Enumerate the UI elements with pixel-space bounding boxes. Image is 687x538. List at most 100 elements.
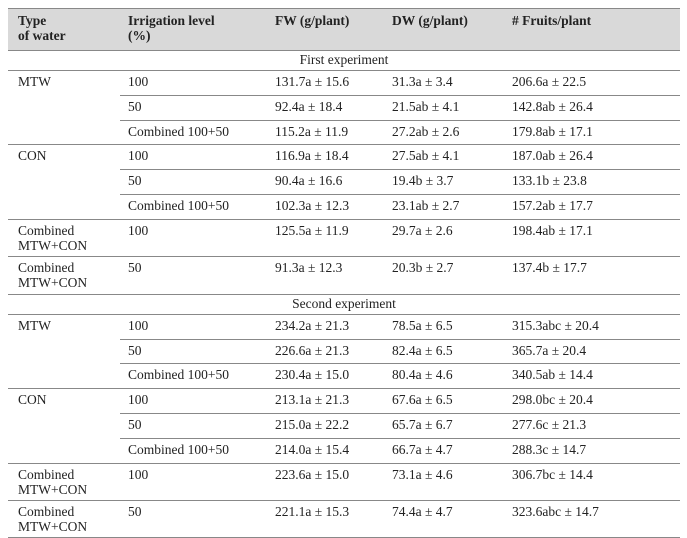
rule (8, 462, 680, 464)
rule (8, 8, 680, 9)
rule (120, 437, 680, 439)
table-cell: Combined 100+50 (128, 198, 229, 213)
table-cell: 198.4ab ± 17.1 (512, 222, 593, 238)
table-cell: 226.6a ± 21.3 (275, 342, 350, 358)
water-type: Combined (18, 260, 75, 276)
table-cell: 298.0bc ± 20.4 (512, 392, 593, 408)
table-cell: 50 (128, 417, 142, 432)
rule (8, 293, 680, 295)
table-cell: 74.4a ± 4.7 (392, 504, 453, 520)
table-cell: 315.3abc ± 20.4 (512, 317, 599, 333)
rule (120, 413, 680, 414)
water-type: MTW+CON (18, 237, 88, 253)
table-cell: 179.8ab ± 17.1 (512, 123, 593, 139)
table-cell: 116.9a ± 18.4 (275, 148, 349, 164)
water-type: MTW+CON (18, 275, 88, 291)
table-cell: 306.7bc ± 14.4 (512, 466, 593, 482)
table-cell: Combined 100+50 (128, 367, 229, 383)
table-cell: 65.7a ± 6.7 (392, 417, 453, 432)
table-cell: 142.8ab ± 26.4 (512, 98, 593, 114)
rule (120, 119, 680, 121)
table-cell: 100 (128, 317, 149, 333)
table-cell: 214.0a ± 15.4 (275, 441, 350, 457)
rule (8, 256, 680, 258)
table-cell: 23.1ab ± 2.7 (392, 198, 460, 213)
table-cell: 82.4a ± 6.5 (392, 342, 453, 358)
table-cell: 92.4a ± 18.4 (275, 98, 343, 114)
table-cell: 21.5ab ± 4.1 (392, 98, 460, 114)
table-cell: 277.6c ± 21.3 (512, 417, 587, 432)
water-type: MTW (18, 74, 51, 89)
table-cell: Combined 100+50 (128, 123, 229, 139)
rule (8, 388, 680, 390)
rule (8, 70, 680, 71)
table-cell: 100 (128, 392, 149, 408)
table-cell: 80.4a ± 4.6 (392, 367, 453, 383)
table-cell: 100 (128, 148, 149, 164)
column-header: FW (g/plant) (275, 13, 350, 28)
rule (8, 218, 680, 220)
table-cell: 100 (128, 222, 149, 238)
table-cell: Combined 100+50 (128, 441, 229, 457)
table-cell: 27.2ab ± 2.6 (392, 123, 460, 139)
water-type: MTW+CON (18, 481, 88, 497)
water-type: Combined (18, 222, 75, 238)
water-type: CON (18, 392, 47, 408)
table-cell: 215.0a ± 22.2 (275, 417, 350, 432)
table-cell: 50 (128, 504, 142, 520)
table-cell: 20.3b ± 2.7 (392, 260, 454, 276)
table-cell: 234.2a ± 21.3 (275, 317, 350, 333)
section-title: Second experiment (292, 295, 396, 311)
rule (120, 94, 680, 96)
table-cell: 206.6a ± 22.5 (512, 74, 587, 89)
rule (120, 169, 680, 171)
table-cell: 100 (128, 74, 149, 89)
rule (8, 50, 680, 51)
column-header: Irrigation level (128, 13, 215, 28)
table-cell: 187.0ab ± 26.4 (512, 148, 593, 164)
column-header: # Fruits/plant (512, 13, 592, 28)
column-header: Type (18, 13, 47, 28)
table-cell: 67.6a ± 6.5 (392, 392, 453, 408)
water-type: Combined (18, 466, 75, 482)
water-type: MTW (18, 317, 51, 333)
header-background (8, 8, 680, 50)
column-header: DW (g/plant) (392, 13, 468, 28)
table-cell: 323.6abc ± 14.7 (512, 504, 599, 520)
table-cell: 157.2ab ± 17.7 (512, 198, 593, 213)
table-cell: 66.7a ± 4.7 (392, 441, 453, 457)
column-header: (%) (128, 28, 151, 43)
table-cell: 100 (128, 466, 149, 482)
rule (120, 194, 680, 195)
table-cell: 125.5a ± 11.9 (275, 222, 349, 238)
table-cell: 137.4b ± 17.7 (512, 260, 587, 276)
table-cell: 288.3c ± 14.7 (512, 441, 587, 457)
table-cell: 50 (128, 173, 142, 189)
table-cell: 115.2a ± 11.9 (275, 123, 349, 139)
water-type: MTW+CON (18, 519, 88, 535)
table-cell: 340.5ab ± 14.4 (512, 367, 593, 383)
table-cell: 27.5ab ± 4.1 (392, 148, 460, 164)
column-header: of water (18, 28, 66, 43)
rule (120, 363, 680, 365)
water-type: CON (18, 148, 47, 164)
table-cell: 50 (128, 260, 142, 276)
table-cell: 50 (128, 98, 142, 114)
table-cell: 221.1a ± 15.3 (275, 504, 350, 520)
rule (8, 144, 680, 146)
table-cell: 73.1a ± 4.6 (392, 466, 453, 482)
section-title: First experiment (299, 52, 389, 67)
table-cell: 223.6a ± 15.0 (275, 466, 350, 482)
table-cell: 365.7a ± 20.4 (512, 342, 587, 358)
table-cell: 102.3a ± 12.3 (275, 198, 350, 213)
table-cell: 50 (128, 342, 142, 358)
table-cell: 31.3a ± 3.4 (392, 74, 453, 89)
table-cell: 90.4a ± 16.6 (275, 173, 343, 189)
table-cell: 91.3a ± 12.3 (275, 260, 343, 276)
table-cell: 29.7a ± 2.6 (392, 222, 453, 238)
table-cell: 213.1a ± 21.3 (275, 392, 350, 408)
table-cell: 78.5a ± 6.5 (392, 317, 453, 333)
table-cell: 19.4b ± 3.7 (392, 173, 454, 189)
table-cell: 133.1b ± 23.8 (512, 173, 587, 189)
